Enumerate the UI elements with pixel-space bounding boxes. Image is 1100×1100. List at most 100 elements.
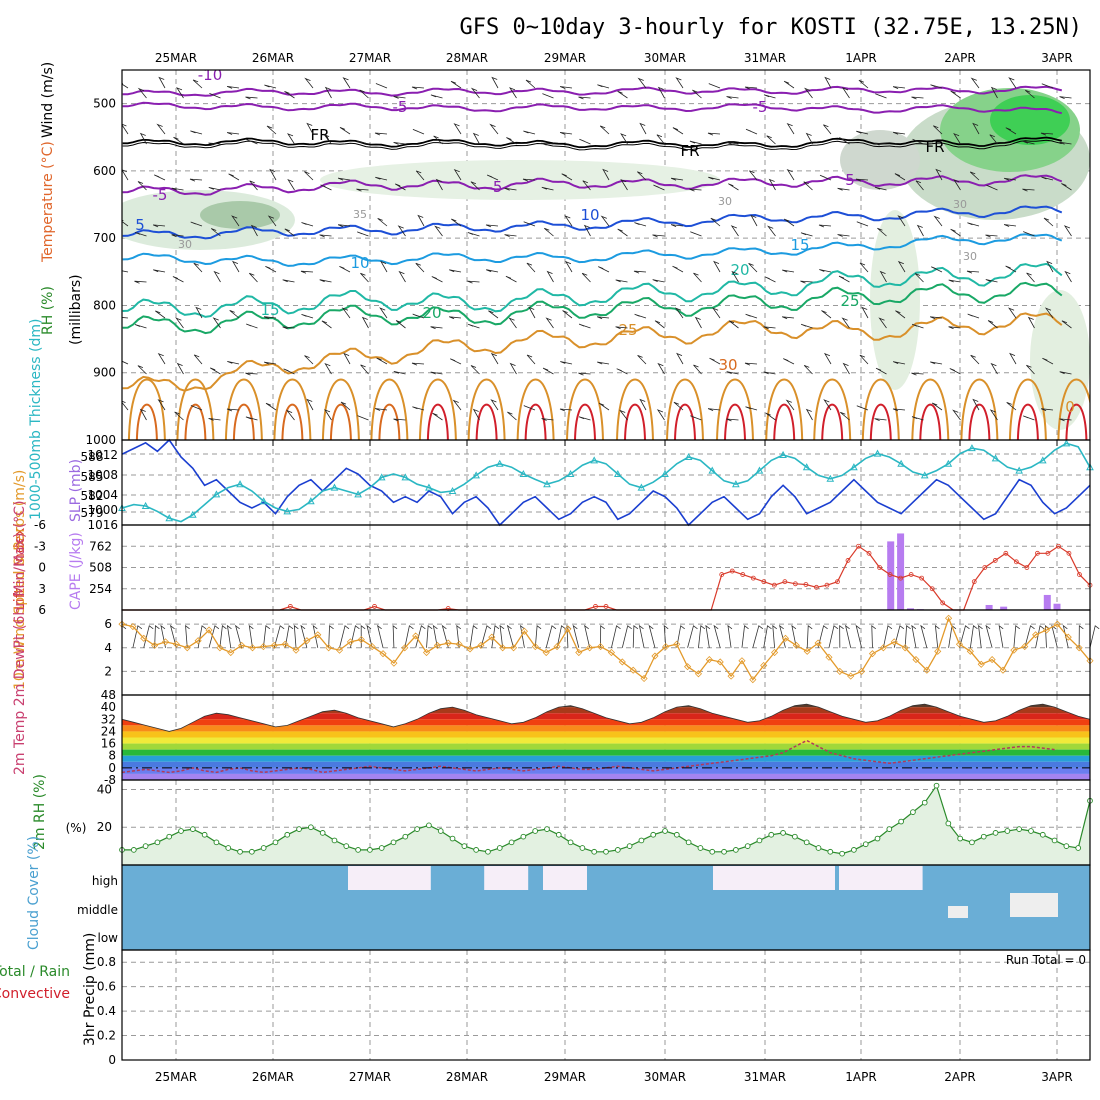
rh-point <box>591 848 598 855</box>
temp-band <box>122 743 1090 750</box>
wind-speed-point <box>651 652 659 660</box>
wind-barb <box>656 134 665 145</box>
surface-wind-barb <box>948 625 957 648</box>
wind-barb <box>674 307 684 319</box>
wind-barb <box>544 227 554 237</box>
temp2m-plot <box>122 703 1090 780</box>
wind-speed-point <box>520 627 528 635</box>
wind-barb <box>283 368 295 375</box>
wind-barb <box>897 215 906 227</box>
wind-barb <box>639 122 647 135</box>
rh-point <box>437 828 444 834</box>
thickness-point <box>354 490 362 498</box>
wind-barb <box>912 138 924 145</box>
surface-wind-barb <box>1051 624 1058 648</box>
wind-barb <box>304 171 314 181</box>
rh-point <box>272 839 279 846</box>
x-tick-label-top: 3APR <box>1041 51 1072 65</box>
wind-barb <box>523 221 536 227</box>
rh-point <box>862 841 869 848</box>
wind-barb <box>948 326 961 330</box>
wind-speed-point <box>923 666 931 674</box>
rh-point <box>1016 826 1023 832</box>
wind-barb <box>374 132 388 136</box>
rh-point <box>213 839 220 846</box>
wind-barb <box>672 127 684 135</box>
wind-barb <box>320 184 332 191</box>
wind-barb <box>617 90 628 99</box>
rh-shading-region <box>320 160 720 200</box>
wind-barb <box>430 371 443 375</box>
rh-point <box>910 809 916 815</box>
wind-speed-point <box>564 625 572 633</box>
thickness-point <box>165 514 174 522</box>
wind-barb <box>1023 231 1035 237</box>
wind-barb <box>155 310 166 319</box>
wind-barb <box>304 355 314 365</box>
precip-label: 3hr Precip (mm) <box>82 933 98 1046</box>
wind-barb <box>578 416 591 421</box>
isotherm-20 <box>122 262 1063 318</box>
wind-speed-point <box>1042 626 1051 634</box>
wind-barb <box>970 77 980 89</box>
temp-band <box>122 704 1090 708</box>
wind-barb <box>490 352 499 365</box>
axis-label-group: RH (%) Temperature (°C) Wind (m/s) (mill… <box>0 62 98 1046</box>
surface-wind-barb <box>978 624 983 648</box>
x-tick-label-bottom: 30MAR <box>644 1070 686 1084</box>
wind-barb <box>176 362 184 375</box>
wind-barb <box>916 224 924 237</box>
cloud-high-gap <box>484 866 529 890</box>
lifted-index-point <box>1056 543 1061 549</box>
thickness-tick-label: 585 <box>81 470 104 484</box>
wind-barb <box>306 398 314 411</box>
wind-barb <box>911 372 924 376</box>
wind-barb <box>415 262 425 273</box>
isotherm--5 <box>122 101 1063 115</box>
rh-point <box>673 831 680 838</box>
wind-barb <box>781 316 795 320</box>
wind-barb <box>803 181 813 191</box>
surface-wind-barb <box>456 624 462 648</box>
wind-barb <box>171 234 184 238</box>
wind-barb <box>195 306 203 319</box>
temp-band <box>122 737 1090 744</box>
wind-barb <box>264 84 277 89</box>
surface-wind-barb <box>293 624 299 648</box>
rh-point <box>1051 837 1058 844</box>
lifted-index-point <box>835 579 840 585</box>
cape-bar <box>985 604 993 610</box>
wind-barb <box>285 409 295 421</box>
temperature-contour-label: 35 <box>353 208 367 221</box>
surface-wind-barb <box>904 625 911 648</box>
surface-wind-barb <box>817 625 828 648</box>
thickness-point <box>802 463 811 471</box>
isotherm-30 <box>122 312 1063 392</box>
wind-barb <box>709 357 721 365</box>
wind-barb <box>267 215 277 227</box>
boundary-isotherm-35 <box>426 403 449 440</box>
cloud-level-label: middle <box>77 903 118 917</box>
wind-barb <box>341 307 351 319</box>
wind-barb <box>637 171 647 181</box>
wind-barb <box>229 310 240 319</box>
rh-point <box>898 818 904 825</box>
boundary-isotherm-35 <box>1016 403 1039 440</box>
lifted-index-point <box>603 604 609 609</box>
temp2m-label: 2m Temp 2m DewPt (6hr Min/Max) (°C) <box>12 500 28 775</box>
lifted-index-point <box>824 582 830 588</box>
wind-barb <box>837 187 850 191</box>
wind-barb <box>208 418 221 421</box>
wind-barb <box>952 409 961 421</box>
wind-tick-label: 6 <box>104 617 112 631</box>
surface-wind-barb <box>197 625 207 648</box>
boundary-isotherm-35 <box>475 403 498 440</box>
thickness-point <box>519 469 528 477</box>
wind-speed-point <box>999 666 1007 674</box>
lifted-index-point <box>1077 572 1082 577</box>
wind-speed-point <box>792 641 800 649</box>
surface-wind-barb <box>611 625 621 648</box>
pressure-tick-label: 900 <box>93 366 116 380</box>
surface-wind-barb <box>328 625 334 648</box>
rh-point <box>614 847 621 853</box>
